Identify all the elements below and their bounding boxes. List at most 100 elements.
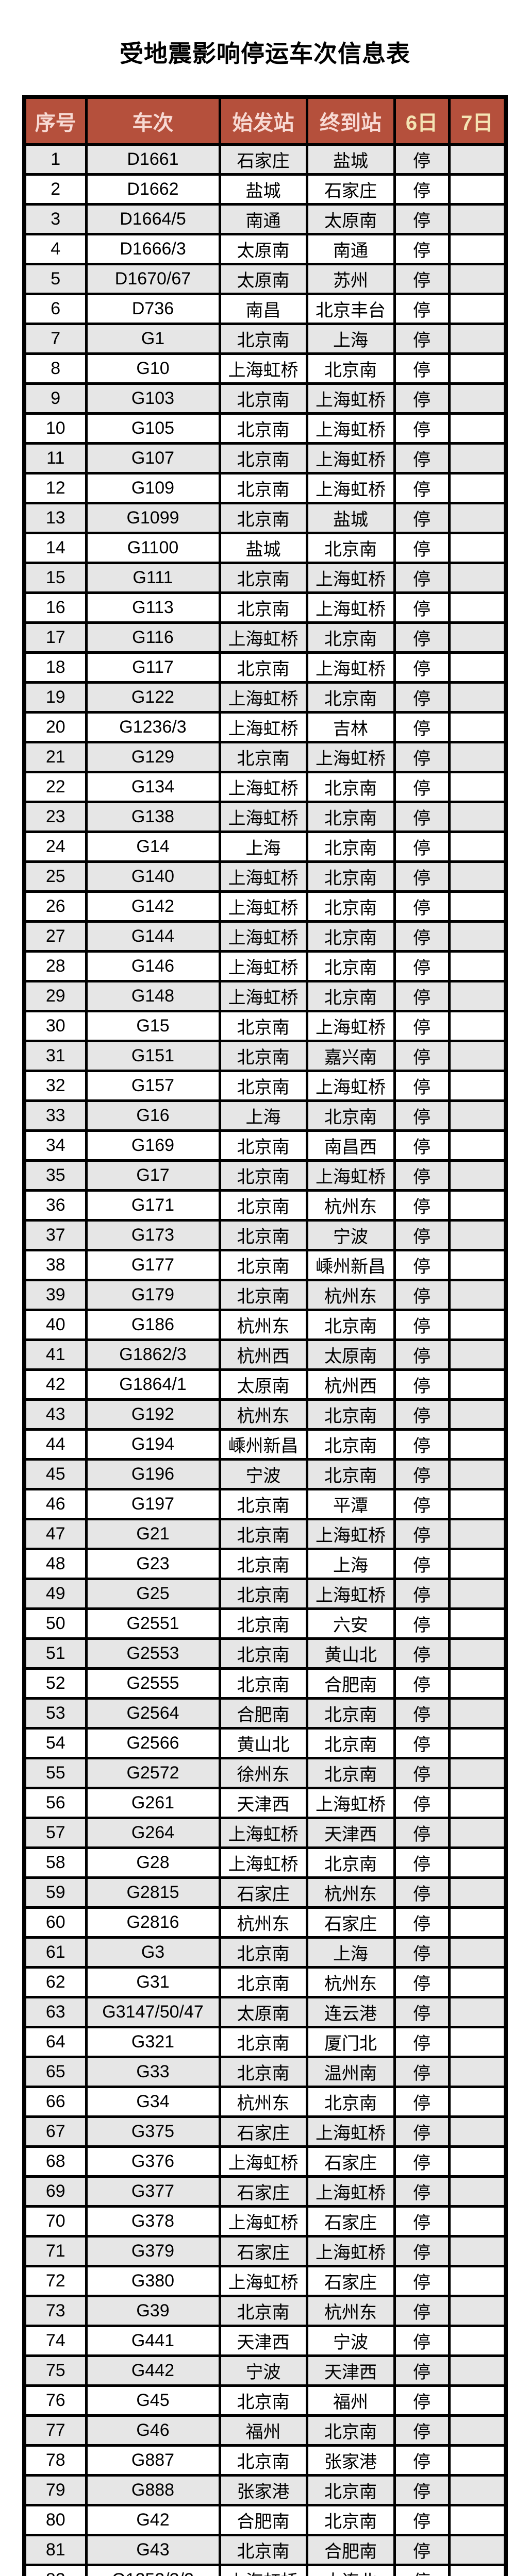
cell-index: 74	[23, 2325, 88, 2357]
table-row: 21 G129 北京南 上海虹桥 停	[23, 741, 507, 773]
cell-origin-station: 北京南	[218, 502, 308, 534]
cell-train-number: G16	[85, 1099, 221, 1132]
cell-day7-status	[448, 2145, 507, 2178]
cell-day7-status	[448, 801, 507, 833]
cell-train-number: G888	[85, 2474, 221, 2506]
cell-train-number: G3147/50/47	[85, 1996, 221, 2028]
table-row: 39 G179 北京南 杭州东 停	[23, 1279, 507, 1311]
cell-origin-station: 合肥南	[218, 1697, 308, 1730]
cell-origin-station: 天津西	[218, 2325, 308, 2357]
cell-day7-status	[448, 1398, 507, 1431]
cell-index: 28	[23, 950, 88, 982]
cell-origin-station: 杭州东	[218, 1309, 308, 1341]
cell-terminal-station: 上海虹桥	[305, 442, 396, 474]
cell-index: 13	[23, 502, 88, 534]
cell-terminal-station: 合肥南	[305, 2534, 396, 2566]
cell-train-number: D1670/67	[85, 263, 221, 295]
cell-terminal-station: 北京南	[305, 621, 396, 654]
table-row: 64 G321 北京南 厦门北 停	[23, 2026, 507, 2058]
cell-index: 50	[23, 1607, 88, 1640]
table-row: 45 G196 宁波 北京南 停	[23, 1458, 507, 1490]
cell-index: 33	[23, 1099, 88, 1132]
cell-day6-status: 停	[393, 1428, 451, 1461]
cell-origin-station: 石家庄	[218, 1876, 308, 1909]
cell-origin-station: 上海虹桥	[218, 771, 308, 803]
cell-terminal-station: 张家港	[305, 2444, 396, 2477]
cell-train-number: G122	[85, 681, 221, 714]
cell-day6-status: 停	[393, 1159, 451, 1192]
cell-index: 2	[23, 173, 88, 206]
cell-terminal-station: 厦门北	[305, 2026, 396, 2058]
table-row: 81 G43 北京南 合肥南 停	[23, 2534, 507, 2566]
cell-terminal-station: 上海虹桥	[305, 472, 396, 504]
cell-index: 52	[23, 1667, 88, 1700]
table-row: 73 G39 北京南 杭州东 停	[23, 2295, 507, 2327]
table-row: 37 G173 北京南 宁波 停	[23, 1219, 507, 1251]
cell-terminal-station: 北京南	[305, 890, 396, 923]
cell-origin-station: 太原南	[218, 1996, 308, 2028]
cell-day7-status	[448, 651, 507, 684]
cell-day6-status: 停	[393, 203, 451, 235]
cell-terminal-station: 北京南	[305, 1697, 396, 1730]
cell-train-number: G157	[85, 1070, 221, 1102]
table-row: 24 G14 上海 北京南 停	[23, 831, 507, 863]
col-header-train-number: 车次	[85, 95, 221, 146]
cell-terminal-station: 上海虹桥	[305, 382, 396, 415]
cell-day7-status	[448, 591, 507, 624]
cell-train-number: G321	[85, 2026, 221, 2058]
cell-origin-station: 北京南	[218, 1667, 308, 1700]
cell-origin-station: 上海虹桥	[218, 2145, 308, 2178]
cell-day7-status	[448, 203, 507, 235]
cell-day6-status: 停	[393, 1846, 451, 1879]
cell-train-number: G2551	[85, 1607, 221, 1640]
table-row: 59 G2815 石家庄 杭州东 停	[23, 1876, 507, 1909]
cell-day7-status	[448, 1876, 507, 1909]
cell-train-number: D1664/5	[85, 203, 221, 235]
table-row: 71 G379 石家庄 上海虹桥 停	[23, 2235, 507, 2267]
cell-index: 47	[23, 1518, 88, 1550]
cell-day6-status: 停	[393, 173, 451, 206]
cell-origin-station: 南通	[218, 203, 308, 235]
cell-day7-status	[448, 860, 507, 893]
cell-index: 78	[23, 2444, 88, 2477]
cell-day6-status: 停	[393, 1996, 451, 2028]
cell-index: 77	[23, 2414, 88, 2447]
cell-train-number: G2572	[85, 1757, 221, 1789]
cell-train-number: G138	[85, 801, 221, 833]
cell-day6-status: 停	[393, 1787, 451, 1819]
cell-index: 10	[23, 412, 88, 445]
cell-index: 59	[23, 1876, 88, 1909]
table-row: 17 G116 上海虹桥 北京南 停	[23, 621, 507, 654]
cell-train-number: G379	[85, 2235, 221, 2267]
cell-origin-station: 北京南	[218, 1129, 308, 1162]
cell-terminal-station: 南通	[305, 233, 396, 265]
cell-terminal-station: 平潭	[305, 1488, 396, 1520]
cell-origin-station: 盐城	[218, 173, 308, 206]
cell-day7-status	[448, 1249, 507, 1281]
table-row: 65 G33 北京南 温州南 停	[23, 2056, 507, 2088]
cell-day6-status: 停	[393, 1637, 451, 1670]
cell-day6-status: 停	[393, 771, 451, 803]
table-row: 43 G192 杭州东 北京南 停	[23, 1398, 507, 1431]
cell-index: 51	[23, 1637, 88, 1670]
table-header: 序号 车次 始发站 终到站 6日 7日	[23, 95, 507, 146]
cell-day7-status	[448, 980, 507, 1012]
table-row: 32 G157 北京南 上海虹桥 停	[23, 1070, 507, 1102]
cell-origin-station: 黄山北	[218, 1727, 308, 1759]
table-row: 23 G138 上海虹桥 北京南 停	[23, 801, 507, 833]
cell-origin-station: 徐州东	[218, 1757, 308, 1789]
cell-day6-status: 停	[393, 1249, 451, 1281]
cell-day6-status: 停	[393, 323, 451, 355]
cell-day6-status: 停	[393, 1966, 451, 1998]
cell-day7-status	[448, 263, 507, 295]
cell-train-number: G194	[85, 1428, 221, 1461]
table-row: 40 G186 杭州东 北京南 停	[23, 1309, 507, 1341]
cell-train-number: G42	[85, 2504, 221, 2536]
cell-train-number: D1661	[85, 143, 221, 176]
cell-terminal-station: 北京南	[305, 2504, 396, 2536]
cell-terminal-station: 上海虹桥	[305, 562, 396, 594]
cell-index: 71	[23, 2235, 88, 2267]
cell-index: 18	[23, 651, 88, 684]
cell-terminal-station: 北京南	[305, 1428, 396, 1461]
cell-index: 44	[23, 1428, 88, 1461]
